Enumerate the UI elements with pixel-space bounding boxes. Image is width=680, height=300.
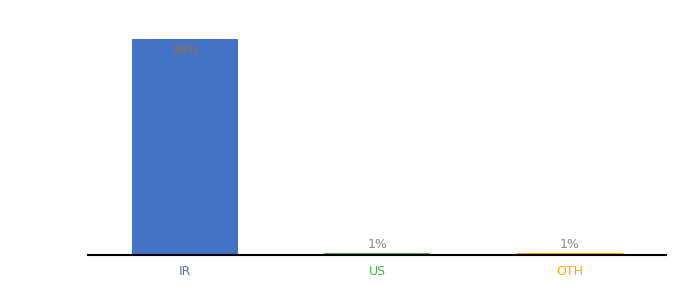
Bar — [517, 253, 623, 255]
Text: 1%: 1% — [560, 238, 580, 251]
Bar — [324, 253, 430, 255]
Text: 98%: 98% — [171, 44, 199, 57]
Bar — [132, 39, 238, 255]
Text: 1%: 1% — [367, 238, 388, 251]
